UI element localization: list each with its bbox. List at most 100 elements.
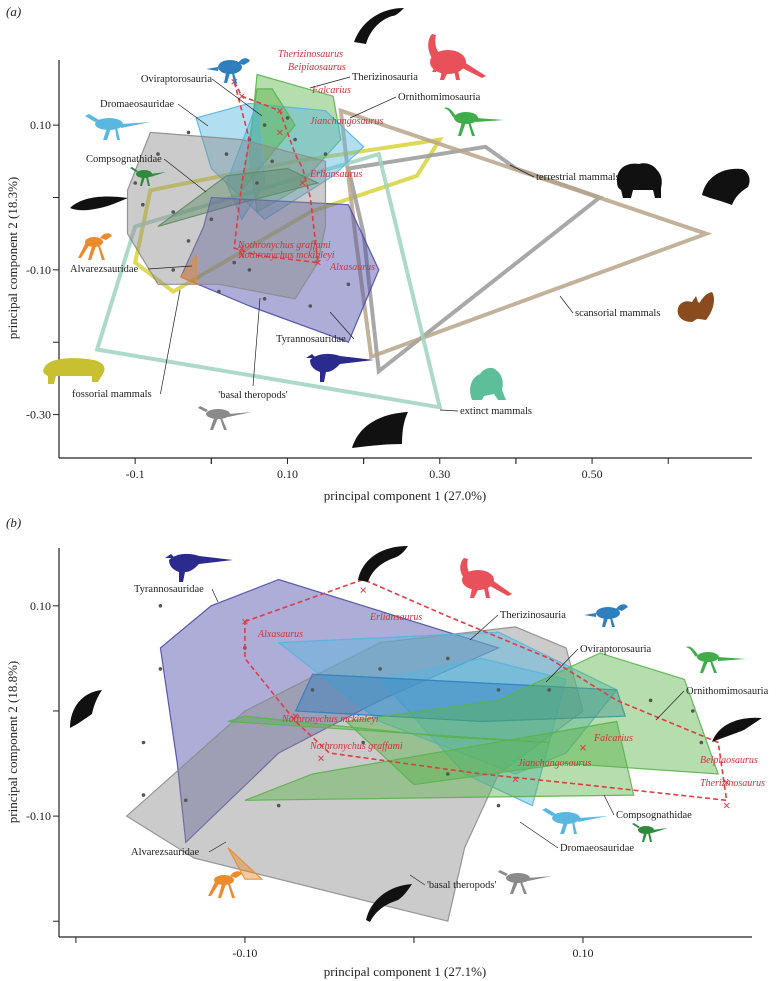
data-point <box>171 268 175 272</box>
panel-a: (a) -0.1 0.10 0.30 0.50 0.10 -0.10 -0.30 princ… <box>5 4 752 503</box>
tyrannosaur-icon <box>306 353 374 382</box>
taxon-marker <box>238 245 245 251</box>
group-label-basal-theropods: 'basal theropods' <box>218 390 288 401</box>
leader-line <box>655 690 685 721</box>
data-point <box>496 803 501 808</box>
group-label-terrestrial-mammals: terrestrial mammals <box>536 172 620 183</box>
claw-icon <box>354 8 404 44</box>
panel-b-taxon-labels: Alxasaurus Erliansaurus Nothronychus mckin… <box>257 612 765 789</box>
panel-a-group-labels: Therizinosauria Oviraptorosauria Ornithomi… <box>70 72 660 417</box>
leader-line <box>409 874 426 886</box>
taxon-marker <box>723 802 730 809</box>
group-label-ornithomimosauria: Ornithomimosauria <box>398 92 481 103</box>
data-point <box>171 210 175 214</box>
taxon-marker <box>292 713 299 720</box>
hull-oviraptorosauria <box>277 631 618 775</box>
data-point <box>141 202 145 207</box>
leader-line <box>211 588 219 603</box>
oviraptor-icon <box>206 58 250 83</box>
group-label-compsognathidae: Compsognathidae <box>616 810 692 821</box>
leader-line <box>163 158 207 193</box>
panel-b-ticks: -0.10 0.10 0.10 -0.10 <box>26 599 593 960</box>
claw-icon <box>70 196 128 211</box>
leader-line <box>349 96 397 119</box>
leader-line <box>559 295 574 314</box>
taxon-marker <box>360 587 367 593</box>
taxon-label-therizinosaurus: Therizinosaurus <box>278 49 343 60</box>
group-label-ornithomimosauria: Ornithomimosauria <box>686 686 769 697</box>
hull-oviraptorosauria <box>195 102 365 220</box>
leader-line <box>177 103 209 127</box>
dromaeosaur-icon <box>542 808 608 834</box>
hull-nothronychus-band <box>227 715 550 744</box>
data-point <box>308 304 313 308</box>
taxon-label-jianchangosaurus: Jianchangosaurus <box>518 758 591 769</box>
data-point <box>691 709 695 713</box>
group-label-therizinosauria: Therizinosauria <box>352 72 418 83</box>
panel-b-points <box>141 604 704 808</box>
leader-line <box>329 311 355 340</box>
group-label-dromaeosauridae: Dromaeosauridae <box>560 843 634 854</box>
ornithomimid-icon <box>444 107 504 136</box>
y-tick-label: -0.10 <box>26 263 51 277</box>
data-point <box>158 604 163 608</box>
data-point <box>133 181 137 185</box>
alvarezsaur-icon <box>78 233 112 260</box>
hull-fossorial-mammals <box>132 136 444 295</box>
data-point <box>255 181 259 185</box>
leader-line <box>603 794 615 816</box>
data-point <box>247 268 252 272</box>
data-point <box>224 152 229 156</box>
hull-ornithomimosauria <box>240 88 296 193</box>
taxon-label-alxasaurus: Alxasaurus <box>329 262 375 273</box>
group-label-therizinosauria: Therizinosauria <box>500 610 566 621</box>
panel-b-axes <box>58 548 752 938</box>
dromaeosaur-icon <box>85 114 151 140</box>
data-point <box>293 137 297 142</box>
basal-theropod-icon <box>198 406 252 430</box>
claw-icon <box>712 717 762 742</box>
x-tick-label: 0.10 <box>572 946 593 960</box>
group-label-tyrannosauridae: Tyrannosauridae <box>134 584 204 595</box>
leader-line <box>208 841 227 853</box>
taxon-label-falcarius: Falcarius <box>311 85 351 96</box>
leader-line <box>309 76 351 89</box>
leader-line <box>469 614 499 641</box>
hull-alvarezsauridae <box>227 847 264 880</box>
x-tick-label: 0.30 <box>429 467 450 481</box>
leader-line <box>519 821 559 849</box>
taxon-marker <box>580 744 586 751</box>
oviraptor-icon <box>584 604 628 627</box>
y-tick-label: -0.30 <box>26 408 51 422</box>
hull-therizinosauria <box>294 673 627 723</box>
tyrannosaur-icon <box>165 553 233 582</box>
taxon-marker <box>276 107 283 114</box>
y-tick-label: 0.10 <box>30 599 51 613</box>
taxon-marker <box>238 93 245 100</box>
group-label-tyrannosauridae: Tyrannosauridae <box>276 334 346 345</box>
compsognathid-icon <box>130 167 166 186</box>
ornithomimid-icon <box>686 646 746 673</box>
group-label-scansorial-mammals: scansorial mammals <box>575 308 660 319</box>
anteater-icon <box>43 358 105 384</box>
taxon-marker <box>512 776 519 783</box>
claw-icon <box>70 690 102 728</box>
panel-b-label: (b) <box>6 515 21 530</box>
taxon-marker <box>318 755 324 762</box>
taxon-marker <box>315 259 321 266</box>
panel-b-y-axis-title: principal component 2 (18.8%) <box>5 661 20 823</box>
leader-line <box>147 265 193 270</box>
data-point <box>310 688 315 692</box>
taxon-label-nothronychus-graffami: Nothronychus graffami <box>237 240 331 251</box>
leader-line <box>439 409 459 412</box>
group-label-oviraptorosauria: Oviraptorosauria <box>580 644 651 655</box>
panel-b-groups <box>125 578 720 922</box>
group-label-alvarezsauridae: Alvarezsauridae <box>131 847 200 858</box>
leader-line <box>545 648 579 683</box>
hull-extinct-mammals <box>94 151 443 410</box>
hull-scansorial-mammals <box>338 107 713 360</box>
data-point <box>262 297 267 301</box>
claw-icon <box>366 884 412 922</box>
panel-a-y-axis-title: principal component 2 (18.3%) <box>5 177 20 339</box>
